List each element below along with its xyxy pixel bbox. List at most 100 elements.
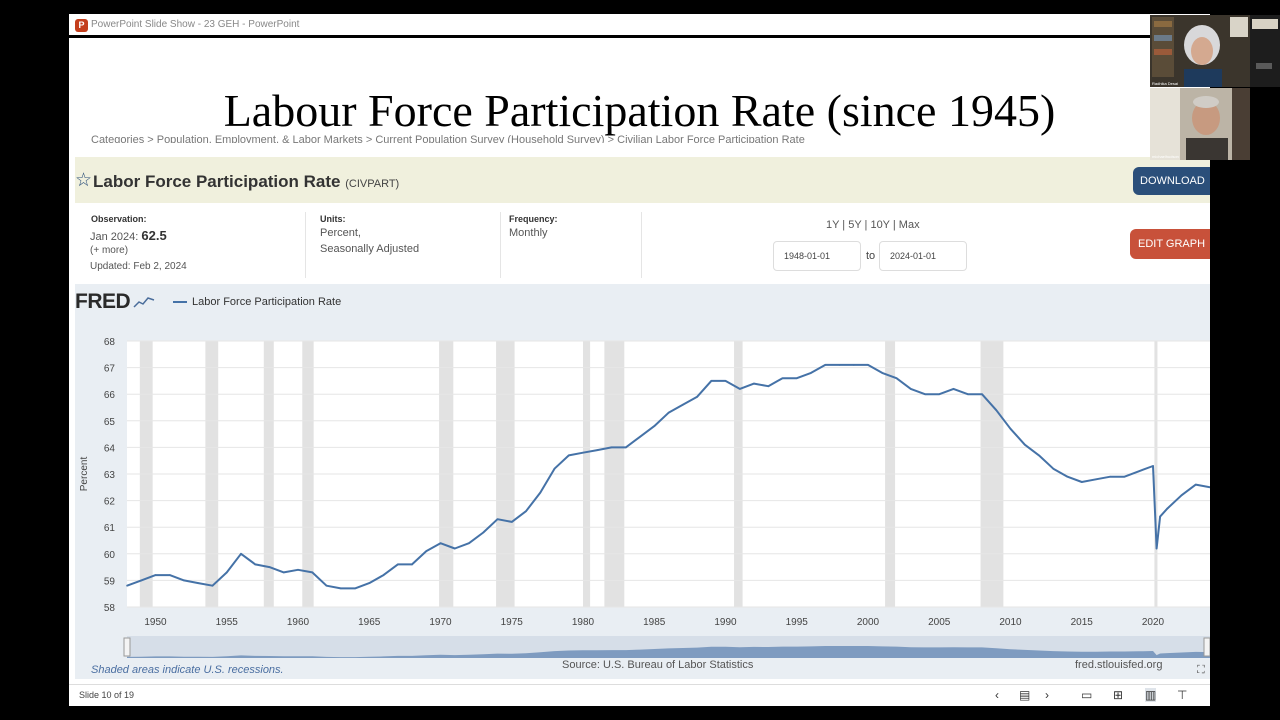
data-point [453, 547, 456, 550]
participant-3-image [1250, 15, 1280, 87]
observation-line: Jan 2024: 62.5 [90, 228, 167, 243]
data-point [909, 388, 912, 390]
data-point [710, 380, 713, 382]
data-point [867, 364, 869, 366]
data-point [995, 409, 998, 411]
data-point [696, 396, 698, 398]
data-point [382, 574, 385, 576]
participant-1-image [1150, 15, 1250, 87]
x-tick-label: 1960 [287, 617, 310, 628]
participant-1-name: Radhika Desai [1152, 81, 1179, 86]
frequency-label: Frequency: [509, 214, 558, 224]
navigator-area [127, 646, 1210, 658]
slide-sorter-icon[interactable]: ⊞ [1113, 688, 1124, 702]
x-tick-label: 2015 [1071, 617, 1094, 628]
powerpoint-window: P PowerPoint Slide Show - 23 GEH - Power… [69, 14, 1210, 706]
data-point [852, 364, 855, 366]
x-tick-label: 1995 [786, 617, 809, 628]
data-point [795, 377, 798, 380]
line-chart[interactable]: 58 59 60 61 62 63 64 65 66 67 68 1950 1955 1960 1965 19… [75, 284, 1210, 679]
data-point [311, 571, 314, 574]
data-point [966, 393, 969, 395]
data-point [1155, 547, 1158, 550]
legend-swatch [173, 301, 187, 304]
units-line2: Seasonally Adjusted [320, 243, 420, 255]
more-link[interactable]: (+ more) [90, 245, 129, 256]
data-point [1066, 475, 1069, 478]
y-tick-label: 68 [104, 337, 116, 348]
data-point [810, 372, 812, 374]
chart-legend: Labor Force Participation Rate [173, 296, 341, 308]
previous-slide-icon[interactable]: ‹ [995, 688, 999, 702]
x-tick-label: 2020 [1142, 617, 1165, 628]
end-date-input[interactable]: 2024-01-01 [879, 241, 967, 271]
slide-menu-icon[interactable]: ▤ [1019, 688, 1031, 702]
edit-graph-button[interactable]: EDIT GRAPH ⚙ [1130, 229, 1210, 280]
x-tick-label: 1975 [501, 617, 524, 628]
slide-counter: Slide 10 of 19 [79, 690, 135, 700]
data-point [1109, 475, 1112, 478]
divider [641, 212, 642, 278]
x-tick-label: 1950 [144, 617, 167, 628]
x-tick-label: 1990 [714, 617, 737, 628]
chart-panel: FRED Labor Force Participation Rate 58 59… [75, 284, 1210, 679]
x-tick-label: 1970 [429, 617, 452, 628]
navigator-handle-left [123, 637, 131, 657]
y-tick-label: 58 [104, 603, 116, 614]
data-point [738, 388, 741, 390]
favorite-star-icon[interactable]: ☆ [75, 170, 93, 191]
fred-logo-chart-icon [133, 297, 155, 308]
data-point [653, 425, 656, 427]
divider [305, 212, 306, 278]
data-point [1152, 465, 1154, 467]
legend-label: Labor Force Participation Rate [192, 296, 342, 308]
data-point [781, 377, 784, 380]
y-axis-label: Percent [79, 457, 90, 492]
data-point [924, 393, 926, 395]
data-point [981, 393, 983, 395]
next-slide-icon[interactable]: › [1045, 688, 1049, 702]
slide-title: Labour Force Participation Rate (since 1… [223, 85, 1056, 136]
data-point [1009, 427, 1012, 430]
data-point [1095, 478, 1097, 481]
source-note: Source: U.S. Bureau of Labor Statistics [562, 659, 754, 671]
data-point [881, 372, 884, 374]
divider [500, 212, 501, 278]
data-point [938, 393, 941, 395]
download-button[interactable]: DOWNLOAD ⇣ [1133, 167, 1210, 215]
data-point [254, 563, 257, 566]
download-icon: ⇣ [1140, 203, 1150, 215]
data-point [639, 435, 641, 438]
data-point [525, 510, 527, 513]
data-point [297, 568, 299, 571]
x-tick-label: 1985 [643, 617, 666, 628]
slideshow-icon[interactable]: ⊤ [1177, 688, 1188, 702]
range-selector[interactable]: 1Y | 5Y | 10Y | Max [826, 219, 920, 231]
data-point [681, 404, 684, 406]
data-point [282, 571, 285, 574]
data-point [268, 566, 271, 568]
data-point [225, 571, 228, 574]
y-tick-label: 62 [104, 497, 116, 508]
series-header: ☆ Labor Force Participation Rate (CIVPAR… [75, 157, 1210, 203]
status-bar: Slide 10 of 19 ‹ ▤ › ▭ ⊞ ▥ ⊤ [69, 684, 1210, 706]
start-date-input[interactable]: 1948-01-01 [773, 241, 861, 271]
x-tick-label: 1955 [216, 617, 239, 628]
y-tick-label: 63 [104, 470, 116, 481]
data-point [767, 385, 770, 388]
data-point [1080, 481, 1083, 483]
data-point [539, 491, 542, 494]
normal-view-icon[interactable]: ▭ [1081, 688, 1093, 702]
data-point [1194, 483, 1197, 486]
data-point [482, 531, 485, 534]
reading-view-icon[interactable]: ▥ [1145, 688, 1157, 702]
data-point [895, 377, 898, 380]
data-point [126, 584, 128, 587]
fullscreen-icon[interactable]: ⛶ [1197, 664, 1205, 676]
units-label: Units: [320, 214, 346, 224]
powerpoint-icon: P [75, 19, 88, 32]
window-title: PowerPoint Slide Show - 23 GEH - PowerPo… [91, 19, 300, 30]
participant-2-name: michaelhudson [1152, 154, 1179, 159]
fred-url-link[interactable]: fred.stlouisfed.org [1075, 659, 1163, 671]
data-point [439, 542, 442, 544]
